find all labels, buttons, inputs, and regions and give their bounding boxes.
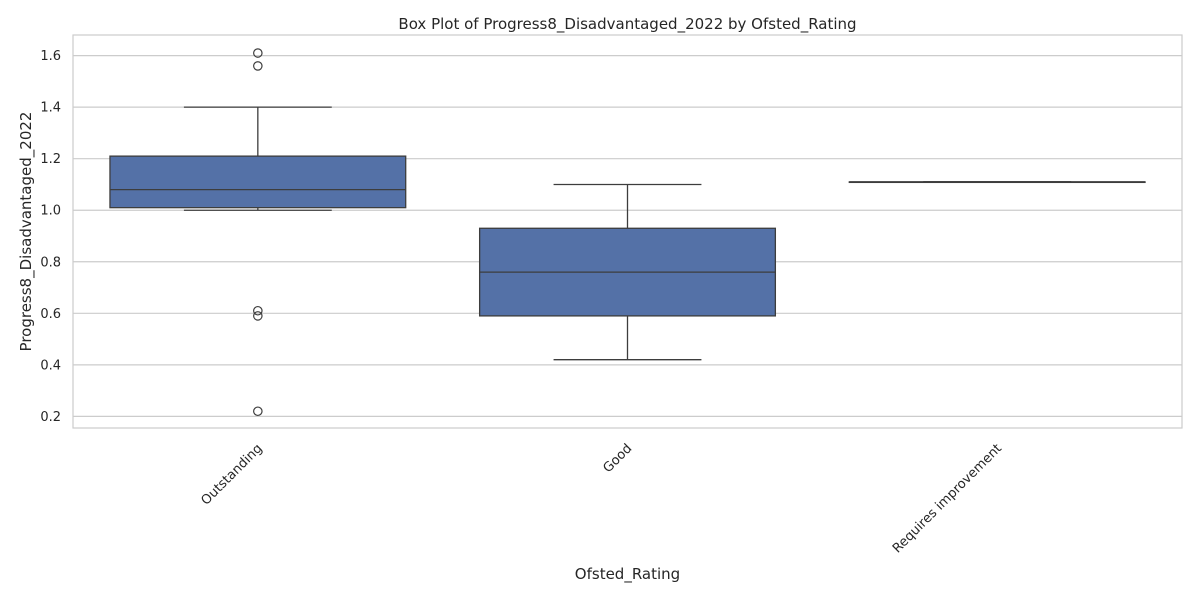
y-tick-label: 1.6 <box>40 49 61 64</box>
y-tick-label: 0.2 <box>40 410 61 425</box>
box-requires-improvement <box>848 181 1146 184</box>
outlier-point <box>253 406 263 417</box>
y-axis-label: Progress8_Disadvantaged_2022 <box>17 112 36 352</box>
y-tick-label: 0.6 <box>40 307 61 322</box>
y-tick-label: 0.4 <box>40 358 61 373</box>
box-outstanding <box>109 48 407 417</box>
outlier-point <box>253 311 263 321</box>
x-tick-label: Outstanding <box>198 441 265 508</box>
iqr-box <box>109 155 407 209</box>
y-tick-label: 0.8 <box>40 255 61 270</box>
x-tick-label: Requires improvement <box>890 441 1005 556</box>
plot-frame <box>72 34 1183 429</box>
y-tick-label: 1.4 <box>40 101 61 116</box>
y-tick-label: 1.0 <box>40 204 61 219</box>
box-good <box>478 183 777 361</box>
y-tick-label: 1.2 <box>40 152 61 167</box>
outlier-point <box>253 305 263 316</box>
chart-title: Box Plot of Progress8_Disadvantaged_2022… <box>398 15 856 34</box>
outlier-point <box>253 61 263 71</box>
x-tick-label: Good <box>601 441 636 476</box>
outlier-point <box>253 48 263 58</box>
x-axis-label: Ofsted_Rating <box>575 565 680 584</box>
boxes <box>109 48 1146 417</box>
